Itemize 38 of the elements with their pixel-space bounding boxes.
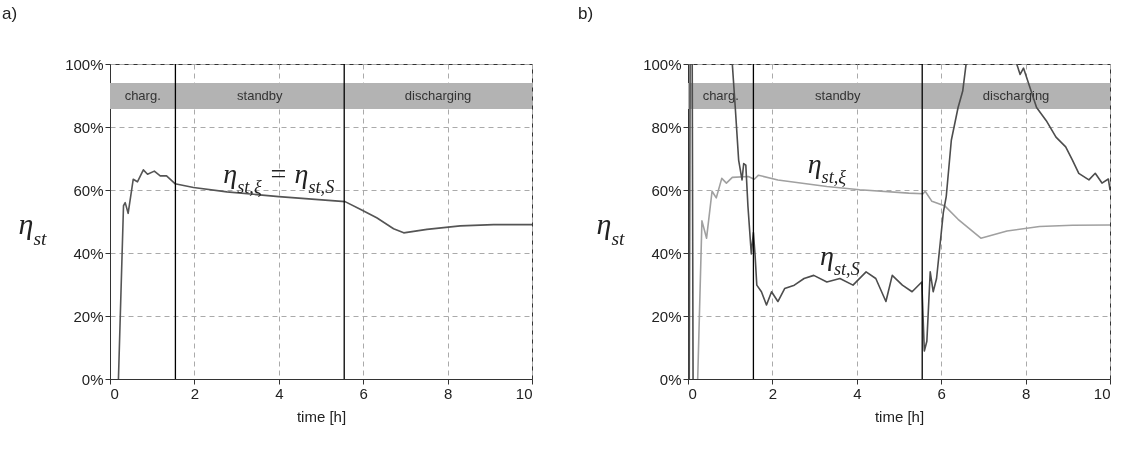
x-tick-label: 6: [937, 384, 946, 402]
y-axis-title: η$_{st}$: [596, 206, 626, 248]
y-tick-label: 40%: [651, 244, 682, 262]
y-tick-label: 80%: [651, 118, 682, 136]
y-tick-label: 100%: [643, 55, 682, 73]
band-label: charg.: [124, 88, 161, 103]
y-tick-label: 0%: [81, 370, 104, 388]
x-tick-label: 10: [515, 384, 533, 402]
x-tick-label: 2: [768, 384, 778, 402]
band-label: discharging: [404, 88, 472, 103]
x-tick-label: 0: [110, 384, 119, 402]
y-axis-title: η$_{st}$: [18, 206, 48, 248]
x-axis-title: time [h]: [296, 407, 347, 425]
x-tick-label: 6: [359, 384, 368, 402]
x-tick-label: 4: [853, 384, 862, 402]
x-tick-label: 8: [443, 384, 453, 402]
x-tick-label: 4: [275, 384, 284, 402]
x-tick-label: 0: [688, 384, 697, 402]
chart-title: a): [2, 4, 18, 23]
band-label: standby: [815, 88, 862, 103]
y-tick-label: 60%: [73, 181, 104, 199]
x-tick-label: 2: [190, 384, 200, 402]
y-tick-label: 80%: [73, 118, 104, 136]
series-label: η$_{st,ξ}$: [807, 147, 847, 187]
y-tick-label: 20%: [73, 307, 104, 325]
y-tick-label: 100%: [65, 55, 104, 73]
x-tick-label: 8: [1021, 384, 1031, 402]
y-tick-label: 20%: [651, 307, 682, 325]
series-label: η$_{st,S}$: [820, 239, 860, 279]
chart-title: b): [578, 4, 594, 23]
y-tick-label: 40%: [73, 244, 104, 262]
y-tick-label: 60%: [651, 181, 682, 199]
y-tick-label: 0%: [659, 370, 682, 388]
series-label: η$_{st,ξ}$ = η$_{st,S}$: [223, 157, 335, 197]
x-axis-title: time [h]: [874, 407, 925, 425]
line-series: [117, 169, 532, 379]
band-label: standby: [237, 88, 284, 103]
x-tick-label: 10: [1093, 384, 1111, 402]
